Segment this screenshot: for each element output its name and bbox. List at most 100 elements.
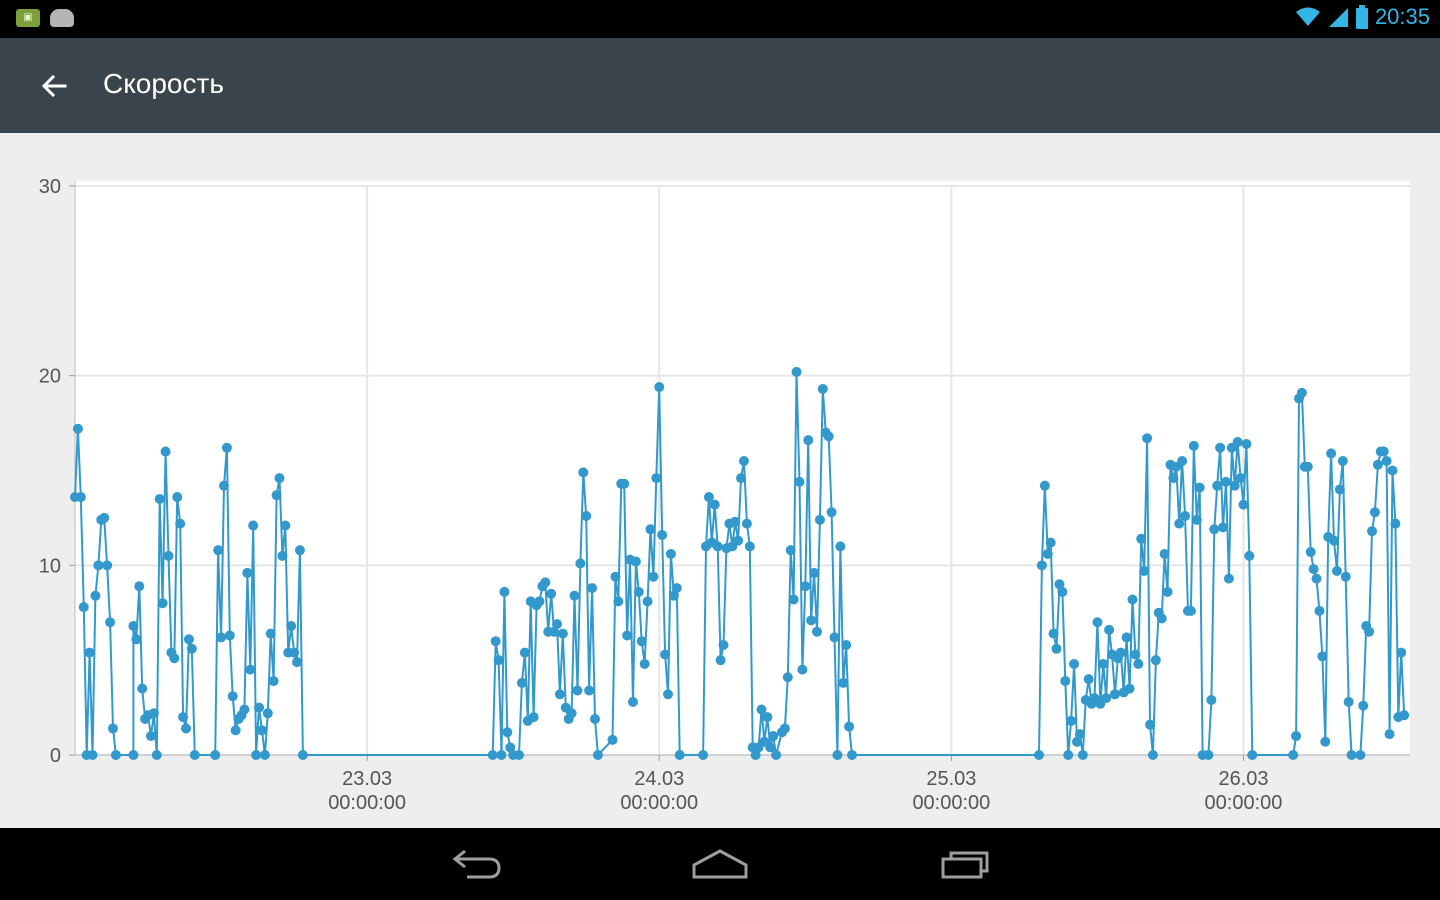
data-point — [110, 750, 121, 760]
data-point — [771, 750, 782, 760]
data-point — [1317, 651, 1328, 662]
data-point — [1302, 461, 1313, 472]
data-point — [1378, 446, 1389, 457]
data-point — [589, 713, 600, 724]
data-point — [516, 677, 527, 688]
data-point — [163, 550, 174, 561]
data-point — [665, 548, 676, 559]
data-point — [105, 617, 116, 628]
data-point — [289, 647, 300, 658]
navigation-bar — [0, 828, 1440, 900]
data-point — [1101, 693, 1112, 704]
data-point — [806, 615, 817, 626]
data-point — [1168, 473, 1179, 484]
data-point — [131, 634, 142, 645]
data-point — [1060, 676, 1071, 687]
nav-home-button[interactable] — [680, 842, 760, 886]
data-point — [1384, 729, 1395, 740]
data-point — [715, 655, 726, 666]
data-point — [765, 742, 776, 753]
data-point — [809, 567, 820, 578]
home-nav-icon — [692, 849, 748, 879]
data-point — [1215, 442, 1226, 453]
data-point — [254, 702, 265, 713]
data-point — [107, 723, 118, 734]
data-point — [1218, 522, 1229, 533]
back-button[interactable] — [26, 58, 82, 114]
speed-chart[interactable]: 010203023.0300:00:0024.0300:00:0025.0300… — [0, 133, 1440, 828]
data-point — [803, 435, 814, 446]
data-point — [1288, 750, 1299, 760]
android-icon — [50, 9, 74, 27]
data-point — [566, 708, 577, 719]
data-point — [1241, 438, 1252, 449]
data-point — [1188, 440, 1199, 451]
data-point — [1331, 566, 1342, 577]
status-bar: ▣ 20:35 — [0, 0, 1440, 38]
data-point — [1203, 750, 1214, 760]
data-point — [1057, 586, 1068, 597]
wifi-icon — [1295, 7, 1320, 26]
data-point — [1104, 624, 1115, 635]
data-point — [1340, 571, 1351, 582]
data-point — [134, 581, 145, 592]
data-point — [248, 520, 259, 531]
data-point — [1063, 750, 1074, 760]
data-point — [847, 750, 858, 760]
data-point — [519, 647, 530, 658]
data-point — [514, 750, 525, 760]
data-point — [607, 734, 618, 745]
data-point — [718, 639, 729, 650]
y-tick-label: 10 — [39, 555, 61, 577]
data-point — [832, 750, 843, 760]
data-point — [1177, 456, 1188, 467]
data-point — [160, 446, 171, 457]
data-point — [1367, 526, 1378, 537]
data-point — [151, 750, 162, 760]
data-point — [1334, 484, 1345, 495]
data-point — [1048, 628, 1059, 639]
data-point — [648, 571, 659, 582]
data-point — [633, 586, 644, 597]
data-point — [181, 723, 192, 734]
data-point — [1220, 476, 1231, 487]
data-point — [1159, 548, 1170, 559]
data-point — [1232, 437, 1243, 448]
data-point — [584, 685, 595, 696]
data-point — [1369, 507, 1380, 518]
back-nav-icon — [452, 849, 501, 879]
x-tick-label-time: 00:00:00 — [328, 792, 406, 814]
data-point — [709, 499, 720, 510]
data-point — [1396, 647, 1407, 658]
data-point — [587, 583, 598, 594]
action-bar: Скорость — [0, 38, 1440, 133]
notification-icon: ▣ — [16, 9, 40, 27]
nav-back-button[interactable] — [437, 842, 517, 886]
data-point — [1069, 658, 1080, 669]
data-point — [613, 596, 624, 607]
data-point — [1320, 736, 1331, 747]
data-point — [505, 742, 516, 753]
data-point — [262, 708, 273, 719]
data-point — [1337, 456, 1348, 467]
data-point — [227, 691, 238, 702]
data-point — [1042, 548, 1053, 559]
data-point — [674, 750, 685, 760]
data-point — [557, 628, 568, 639]
data-point — [546, 588, 557, 599]
data-point — [1121, 632, 1132, 643]
data-point — [768, 731, 779, 742]
data-point — [736, 473, 747, 484]
data-point — [750, 750, 761, 760]
data-point — [1372, 459, 1383, 470]
data-point — [280, 520, 291, 531]
data-point — [1308, 564, 1319, 575]
data-point — [274, 473, 285, 484]
nav-recents-button[interactable] — [925, 842, 1005, 886]
data-point — [1180, 511, 1191, 522]
arrow-left-icon — [41, 74, 67, 98]
data-point — [183, 634, 194, 645]
data-point — [636, 636, 647, 647]
data-point — [210, 750, 221, 760]
data-point — [785, 545, 796, 556]
